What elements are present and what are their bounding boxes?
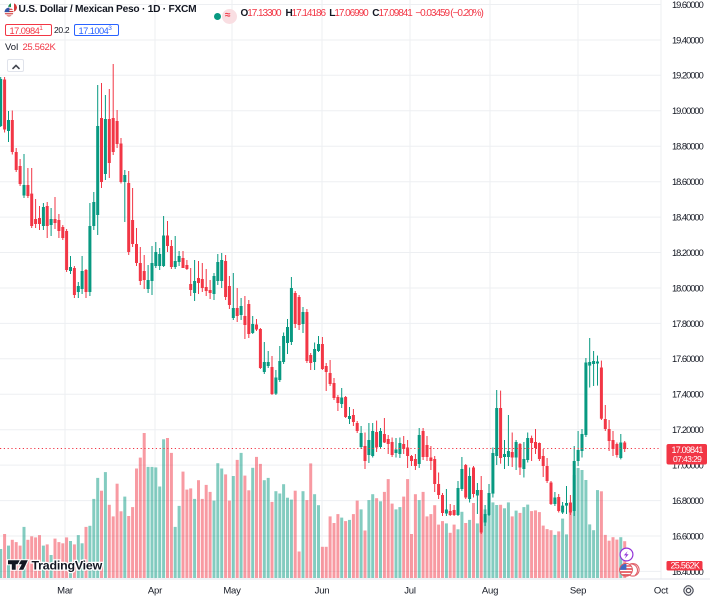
svg-text:17.09841: 17.09841 xyxy=(672,445,704,455)
svg-text:Mar: Mar xyxy=(57,586,73,597)
svg-text:25.562K: 25.562K xyxy=(671,561,700,571)
svg-text:TradingView: TradingView xyxy=(32,558,103,572)
svg-text:18.80000: 18.80000 xyxy=(672,142,704,152)
svg-text:18.00000: 18.00000 xyxy=(672,283,704,293)
svg-text:17.60000: 17.60000 xyxy=(672,354,704,364)
svg-text:18.20000: 18.20000 xyxy=(672,248,704,258)
svg-text:16.60000: 16.60000 xyxy=(672,531,704,541)
svg-text:Oct: Oct xyxy=(654,586,669,597)
svg-text:19.60000: 19.60000 xyxy=(672,0,704,10)
svg-text:17.40000: 17.40000 xyxy=(672,390,704,400)
svg-text:17.80000: 17.80000 xyxy=(672,319,704,329)
svg-text:Aug: Aug xyxy=(482,586,498,597)
svg-text:17.20000: 17.20000 xyxy=(672,425,704,435)
svg-text:18.60000: 18.60000 xyxy=(672,177,704,187)
svg-text:Jun: Jun xyxy=(315,586,330,597)
svg-text:Jul: Jul xyxy=(404,586,416,597)
svg-text:19.20000: 19.20000 xyxy=(672,71,704,81)
svg-text:Apr: Apr xyxy=(148,586,162,597)
svg-text:18.40000: 18.40000 xyxy=(672,213,704,223)
svg-text:07:43:29: 07:43:29 xyxy=(673,454,702,464)
svg-text:Sep: Sep xyxy=(570,586,586,597)
svg-text:19.00000: 19.00000 xyxy=(672,106,704,116)
svg-text:16.80000: 16.80000 xyxy=(672,496,704,506)
svg-text:May: May xyxy=(223,586,241,597)
svg-text:16.40000: 16.40000 xyxy=(672,567,704,577)
svg-text:17.00000: 17.00000 xyxy=(672,461,704,471)
svg-text:19.40000: 19.40000 xyxy=(672,35,704,45)
